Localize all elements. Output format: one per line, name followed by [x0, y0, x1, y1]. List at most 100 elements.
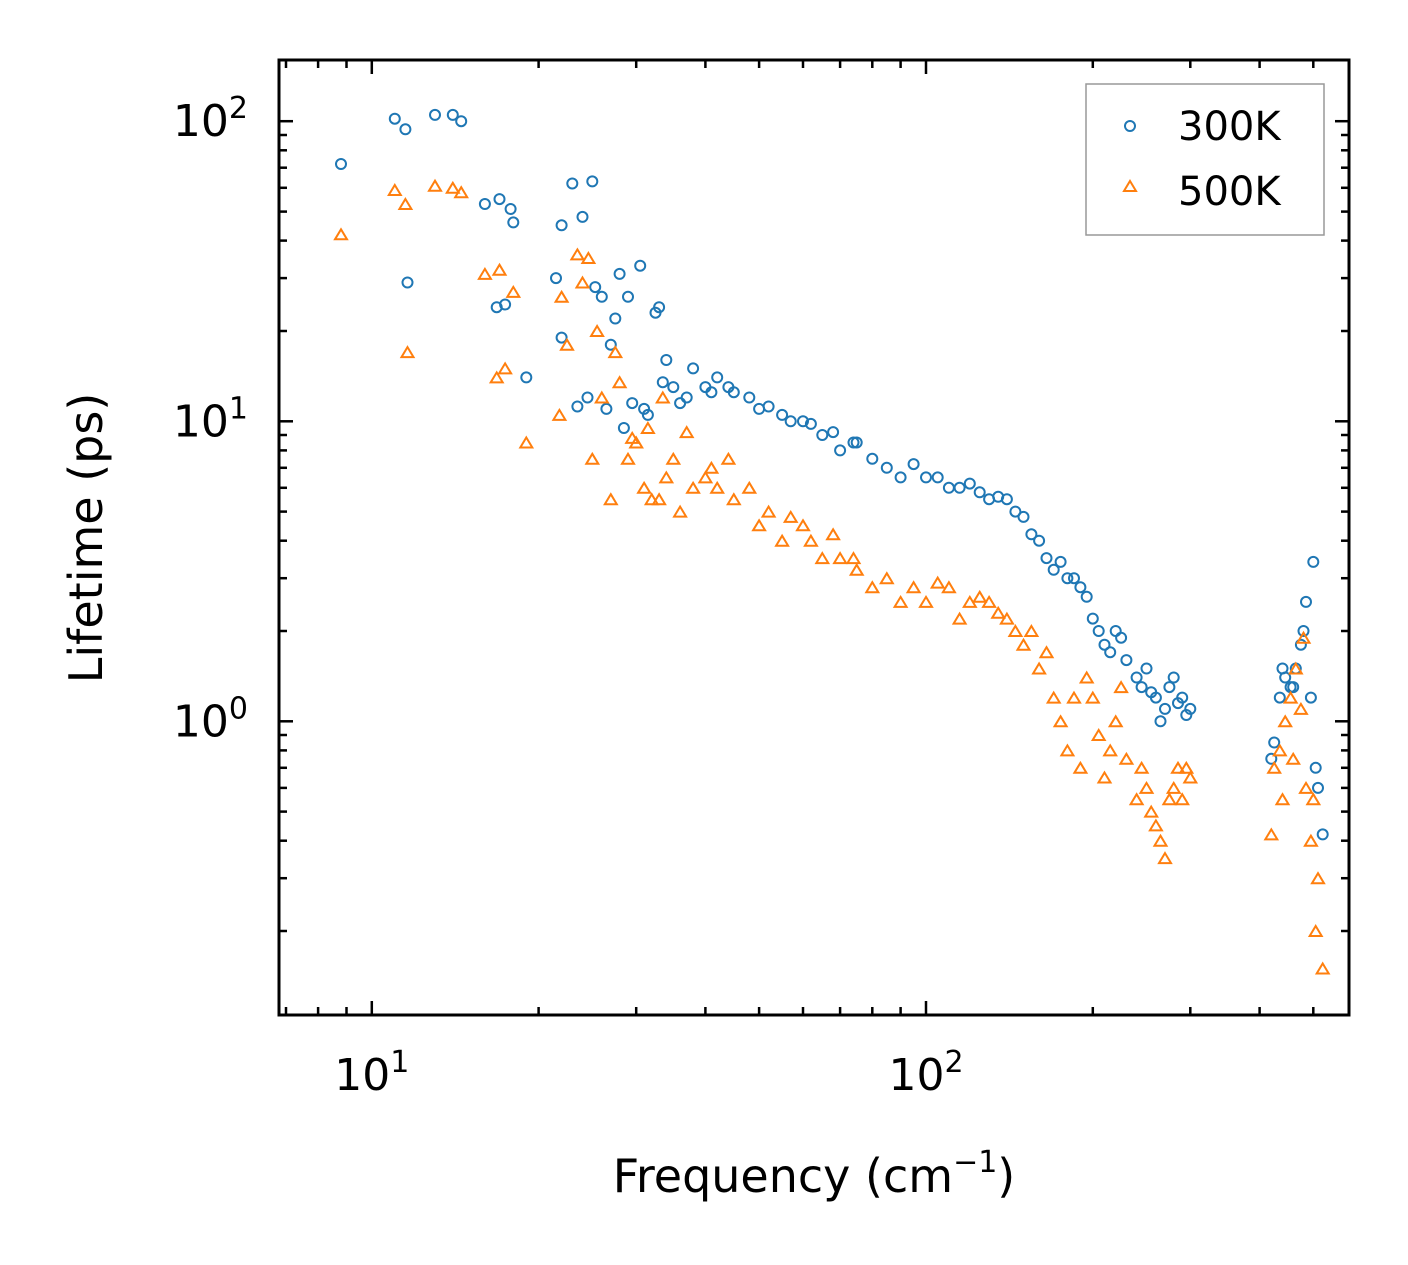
- point-300k-38: [797, 415, 809, 428]
- point-300k-24: [622, 290, 634, 303]
- point-300k-95: [1009, 505, 1022, 518]
- point-500k-57: [1118, 751, 1135, 765]
- point-300k-84: [762, 400, 775, 413]
- point-300k-5: [455, 115, 468, 128]
- point-300k-72: [600, 402, 613, 415]
- point-300k-25: [634, 259, 647, 272]
- point-500k-60: [1148, 818, 1164, 832]
- point-500k-105: [1178, 760, 1195, 774]
- point-500k-19: [584, 451, 601, 465]
- point-300k-83: [743, 391, 756, 404]
- point-500k-12: [518, 435, 535, 449]
- point-300k-101: [1092, 625, 1105, 637]
- point-300k-94: [992, 490, 1005, 503]
- point-500k-23: [611, 375, 628, 389]
- point-300k-100: [1080, 590, 1093, 603]
- point-300k-17: [576, 210, 589, 223]
- x-axis-label: Frequency (cm−1): [613, 1145, 1016, 1203]
- point-300k-32: [687, 362, 700, 375]
- point-300k-40: [834, 444, 847, 457]
- point-300k-73: [617, 422, 630, 434]
- point-500k-32: [685, 480, 701, 494]
- point-500k-101: [1143, 804, 1159, 818]
- point-300k-1: [388, 112, 401, 125]
- point-300k-13: [520, 371, 533, 384]
- point-500k-94: [1052, 714, 1069, 728]
- point-300k-29: [660, 354, 673, 366]
- point-500k-51: [1045, 690, 1062, 704]
- point-300k-82: [722, 381, 735, 394]
- point-500k-56: [1107, 714, 1124, 728]
- point-300k-116: [1300, 595, 1312, 608]
- point-300k-65: [1265, 752, 1278, 765]
- point-300k-92: [953, 481, 966, 494]
- point-300k-117: [1304, 691, 1317, 704]
- point-300k-105: [1145, 686, 1158, 699]
- point-300k-104: [1135, 681, 1148, 694]
- point-500k-78: [720, 451, 737, 465]
- point-500k-84: [845, 551, 862, 565]
- y-tick-label: 100: [173, 691, 248, 747]
- point-500k-30: [665, 451, 682, 465]
- point-300k-81: [705, 386, 718, 399]
- point-300k-103: [1115, 631, 1128, 644]
- point-300k-76: [571, 400, 584, 413]
- point-300k-71: [1316, 828, 1329, 841]
- point-300k-78: [609, 312, 622, 325]
- point-500k-22: [603, 492, 619, 506]
- point-300k-57: [1120, 654, 1133, 667]
- point-500k-24: [620, 451, 636, 465]
- point-500k-21: [594, 390, 610, 404]
- point-300k-54: [1086, 612, 1099, 625]
- point-500k-5: [445, 180, 461, 194]
- point-300k-91: [931, 471, 944, 484]
- point-300k-115: [1294, 638, 1307, 651]
- point-300k-74: [641, 408, 654, 421]
- point-300k-77: [626, 397, 639, 410]
- legend: 300K 500K: [1085, 83, 1325, 236]
- point-500k-102: [1152, 833, 1169, 847]
- point-500k-44: [918, 594, 934, 608]
- point-500k-100: [1133, 760, 1150, 774]
- point-500k-67: [1285, 751, 1301, 765]
- point-300k-46: [963, 477, 976, 490]
- point-500k-92: [1023, 624, 1040, 637]
- legend-box: [1085, 83, 1325, 236]
- point-500k-17: [574, 275, 591, 289]
- point-500k-79: [741, 480, 758, 494]
- x-axis-label-exponent: −1: [953, 1145, 997, 1180]
- point-300k-118: [1309, 761, 1322, 774]
- point-300k-110: [1268, 736, 1281, 749]
- point-500k-70: [1310, 871, 1326, 885]
- point-500k-45: [941, 580, 957, 594]
- point-300k-86: [804, 417, 817, 430]
- point-500k-18: [580, 251, 597, 264]
- point-500k-113: [1303, 833, 1319, 847]
- point-300k-61: [1159, 702, 1171, 715]
- point-300k-7: [478, 198, 491, 210]
- point-300k-37: [776, 408, 789, 421]
- point-300k-23: [613, 267, 626, 280]
- point-500k-98: [1102, 743, 1118, 757]
- legend-marker-500k: [1122, 179, 1138, 192]
- point-500k-50: [1031, 661, 1047, 675]
- point-500k-81: [782, 509, 799, 523]
- point-300k-68: [1297, 625, 1310, 637]
- point-500k-87: [929, 575, 946, 589]
- point-500k-93: [1038, 645, 1055, 659]
- point-300k-18: [586, 175, 599, 188]
- point-500k-69: [1305, 792, 1322, 806]
- point-300k-111: [1273, 691, 1286, 704]
- point-500k-109: [1282, 690, 1299, 704]
- point-300k-96: [1025, 528, 1038, 541]
- point-500k-62: [1165, 780, 1182, 794]
- point-300k-109: [1180, 709, 1193, 721]
- point-500k-52: [1059, 743, 1076, 757]
- point-300k-112: [1279, 671, 1292, 684]
- point-300k-21: [595, 290, 608, 303]
- point-500k-106: [1266, 760, 1282, 774]
- point-500k-76: [678, 425, 695, 439]
- point-500k-16: [569, 247, 586, 261]
- point-500k-99: [1113, 680, 1129, 694]
- point-500k-2: [397, 197, 414, 210]
